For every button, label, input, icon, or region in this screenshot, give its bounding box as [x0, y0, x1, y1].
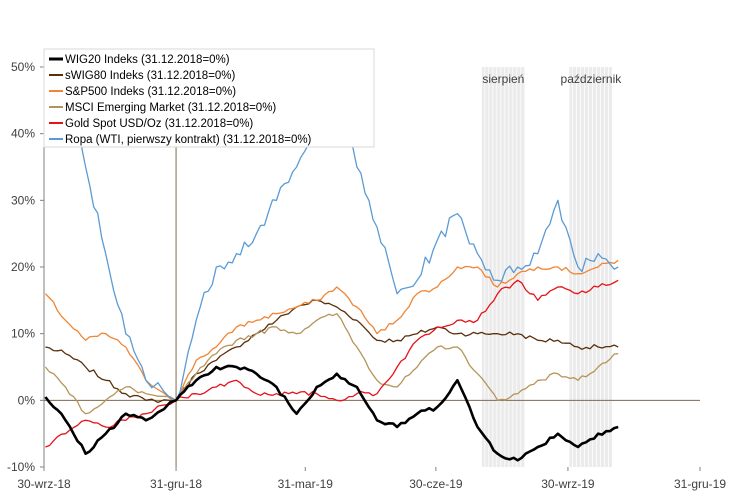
series-line-0	[44, 364, 619, 462]
y-tick-label: 10%	[11, 327, 35, 341]
x-tick-label: 31-mar-19	[278, 477, 334, 491]
x-tick-label: 31-gru-19	[674, 477, 726, 491]
legend-label-0: WIG20 Indeks (31.12.2018=0%)	[65, 54, 230, 66]
x-tick-label: 30-cze-19	[409, 477, 463, 491]
series-line-3	[44, 313, 619, 415]
x-tick-label: 30-wrz-19	[541, 477, 595, 491]
series-layer	[44, 67, 619, 462]
legend-label-3: MSCI Emerging Market (31.12.2018=0%)	[65, 102, 276, 114]
y-tick-label: -10%	[7, 460, 35, 474]
shaded-periods: sierpień październik	[481, 67, 623, 467]
legend-box	[43, 48, 375, 148]
shade-label-1: październik	[561, 72, 623, 86]
series-line-2	[44, 259, 619, 401]
legend-label-2: S&P500 Indeks (31.12.2018=0%)	[65, 86, 236, 98]
y-tick-label: 30%	[11, 193, 35, 207]
x-tick-label: 31-gru-18	[150, 477, 202, 491]
y-tick-label: 0%	[18, 393, 36, 407]
x-tick-label: 30-wrz-18	[17, 477, 71, 491]
shade-label-0: sierpień	[482, 72, 524, 86]
y-tick-label: 50%	[11, 60, 35, 74]
legend: WIG20 Indeks (31.12.2018=0%) sWIG80 Indek…	[43, 48, 375, 148]
shade-band-1	[569, 67, 613, 467]
y-tick-label: 20%	[11, 260, 35, 274]
series-line-1	[45, 299, 619, 404]
y-tick-label: 40%	[11, 127, 35, 141]
legend-label-5: Ropa (WTI, pierwszy kontrakt) (31.12.201…	[65, 134, 312, 146]
legend-label-4: Gold Spot USD/Oz (31.12.2018=0%)	[65, 118, 253, 130]
legend-label-1: sWIG80 Indeks (31.12.2018=0%)	[65, 70, 236, 82]
